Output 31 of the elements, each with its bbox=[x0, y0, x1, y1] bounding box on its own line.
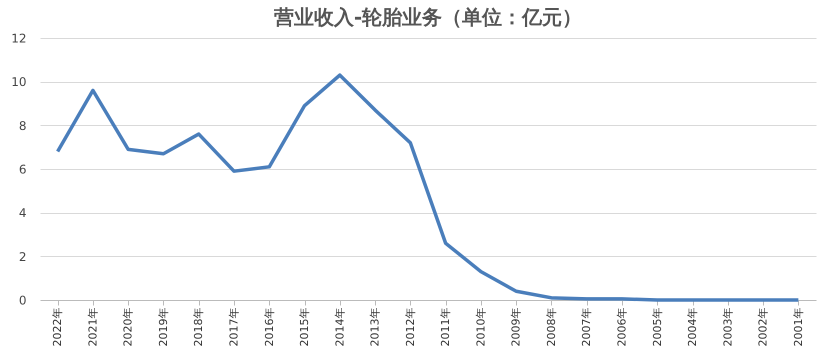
y-tick-label: 10 bbox=[11, 75, 26, 90]
x-tick-label: 2021年 bbox=[86, 308, 100, 346]
x-tick-label: 2016年 bbox=[262, 308, 276, 346]
x-tick-label: 2008年 bbox=[544, 308, 558, 346]
x-tick-label: 2010年 bbox=[474, 308, 488, 346]
x-tick-label: 2009年 bbox=[510, 308, 523, 346]
x-tick-label: 2004年 bbox=[686, 308, 700, 346]
line-series bbox=[56, 73, 800, 302]
y-tick-label: 8 bbox=[18, 118, 26, 133]
x-tick-label: 2015年 bbox=[298, 308, 312, 346]
x-tick-label: 2018年 bbox=[192, 308, 206, 346]
x-tick-label: 2019年 bbox=[156, 308, 170, 346]
x-tick-label: 2007年 bbox=[580, 308, 594, 346]
y-tick-label: 2 bbox=[18, 250, 26, 264]
x-tick-label: 2020年 bbox=[122, 308, 135, 346]
x-tick-label: 2003年 bbox=[721, 308, 734, 346]
x-tick-label: 2011年 bbox=[439, 308, 452, 346]
y-tick-label: 4 bbox=[18, 206, 26, 220]
y-tick-label: 12 bbox=[11, 32, 26, 46]
x-tick-label: 2022年 bbox=[51, 308, 64, 346]
x-tick-label: 2002年 bbox=[756, 308, 770, 346]
x-tick-label: 2017年 bbox=[228, 308, 240, 346]
x-tick-label: 2006年 bbox=[616, 308, 628, 346]
chart-title: 营业收入-轮胎业务（单位：亿元） bbox=[272, 5, 582, 29]
x-tick-label: 2001年 bbox=[792, 308, 805, 346]
x-tick-label: 2013年 bbox=[368, 308, 382, 346]
x-tick-label: 2005年 bbox=[650, 308, 664, 346]
y-tick-label: 6 bbox=[18, 162, 26, 176]
x-tick-label: 2014年 bbox=[333, 308, 346, 346]
y-tick-label: 0 bbox=[18, 294, 26, 308]
x-tick-label: 2012年 bbox=[404, 308, 417, 346]
